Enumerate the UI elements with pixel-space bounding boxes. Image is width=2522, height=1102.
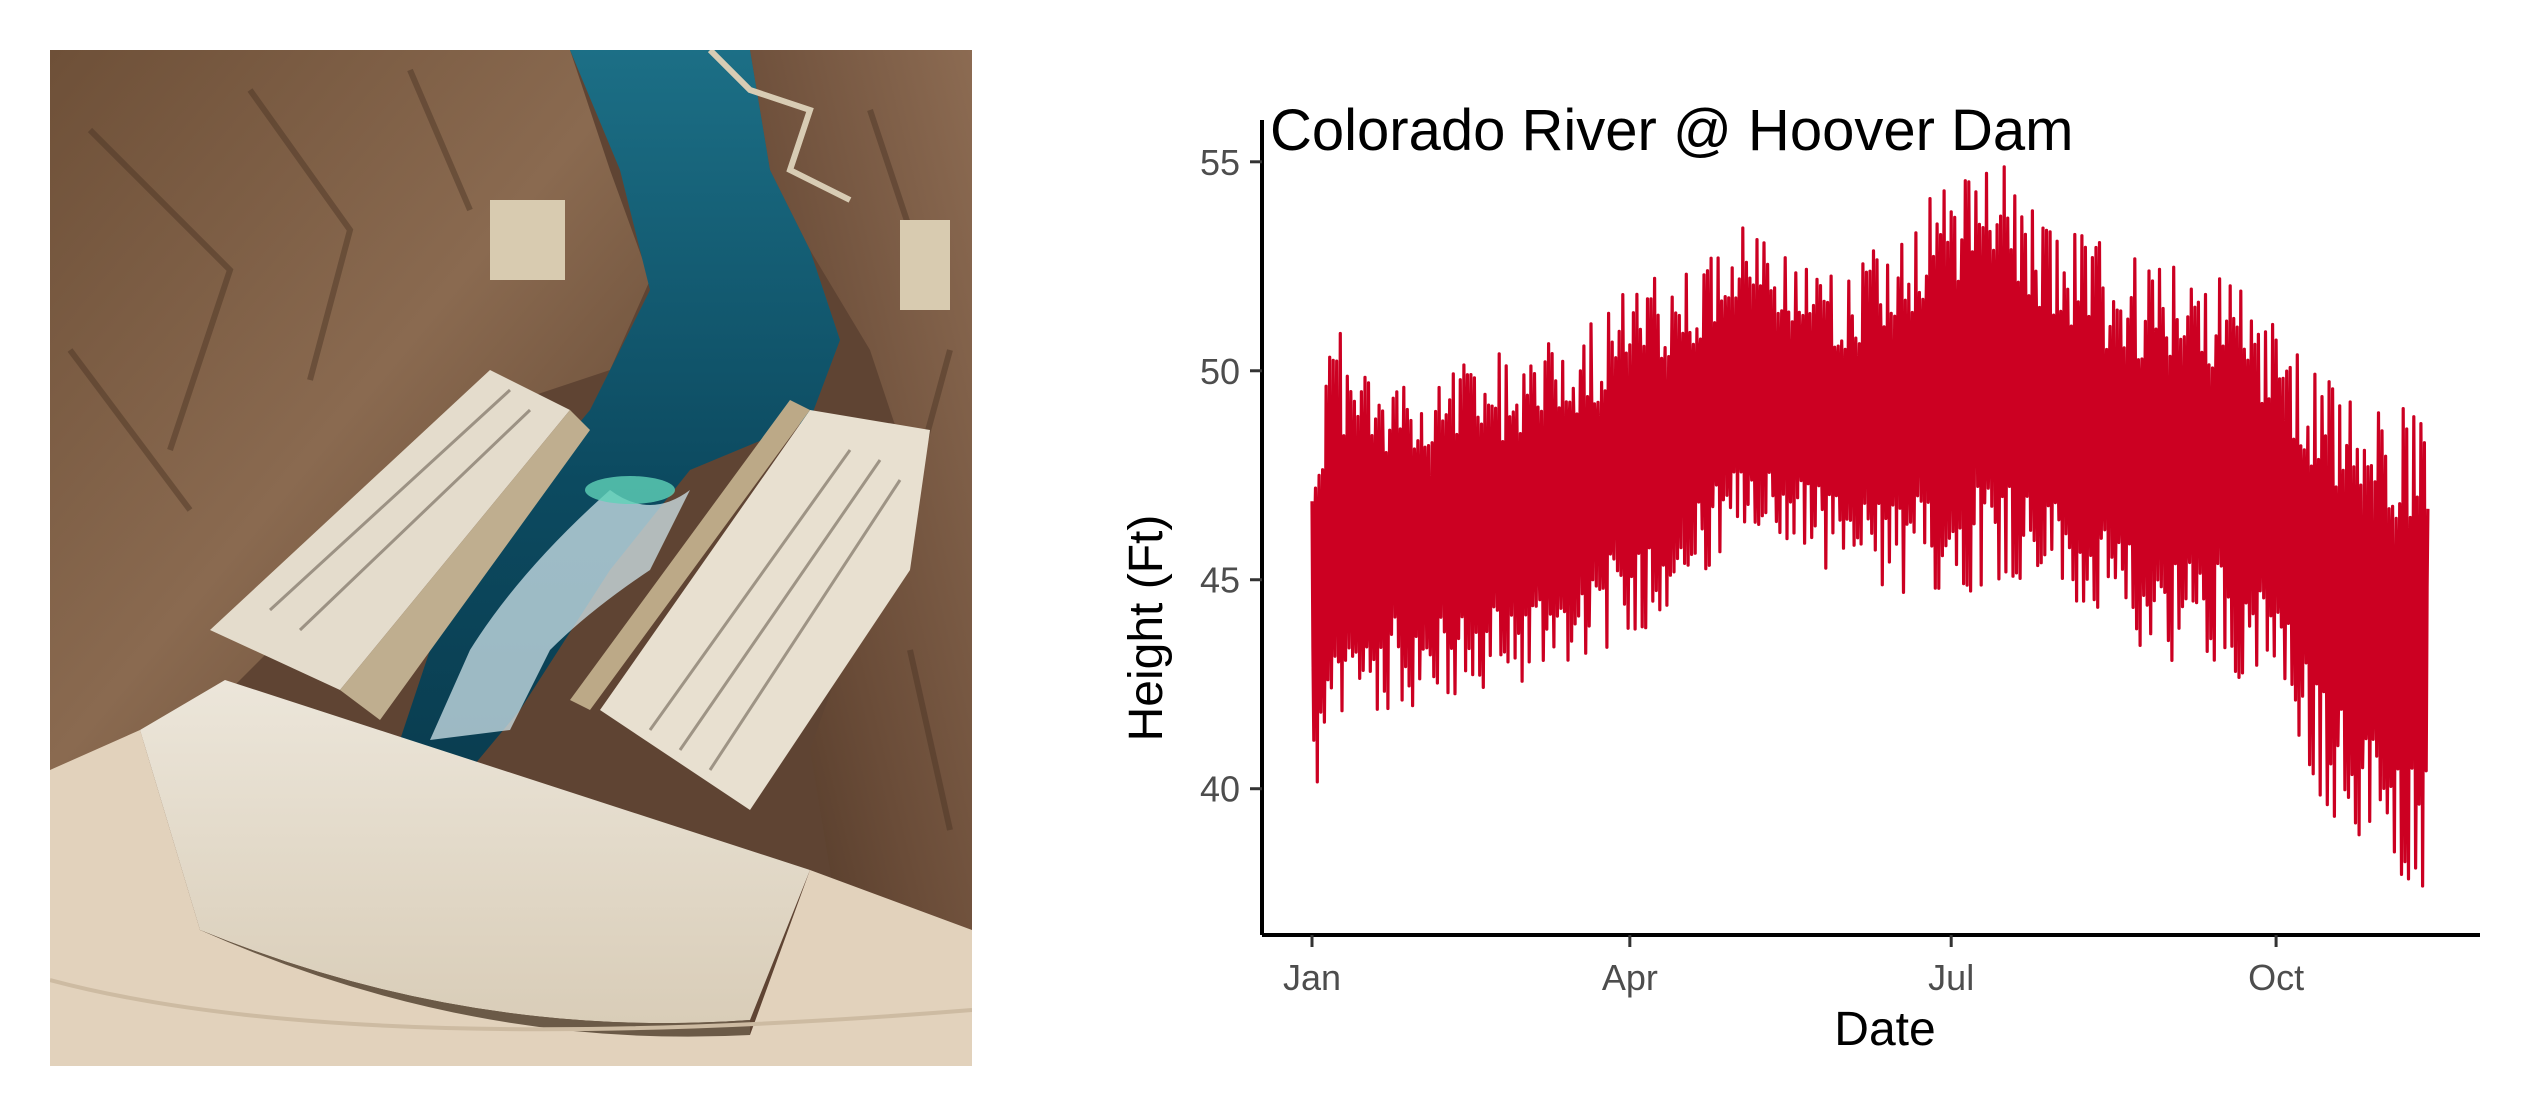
x-tick-label: Jan (1283, 957, 1341, 998)
y-axis-label: Height (Ft) (1120, 515, 1173, 742)
dam-face (50, 730, 972, 1066)
right-outlet-tower (900, 220, 950, 310)
dam-photo (50, 50, 972, 1066)
transformer-yards (268, 388, 902, 771)
far-road (707, 50, 852, 203)
river (390, 50, 840, 770)
x-tick-label: Apr (1602, 957, 1658, 998)
y-tick-label: 55 (1200, 142, 1240, 183)
whitewater (430, 490, 690, 740)
x-axis-label: Date (1834, 1003, 1935, 1056)
plot-area: 40 45 50 55 Jan Apr Jul Oct (1200, 120, 2480, 998)
right-powerhouse (600, 410, 930, 810)
dam-photo-drawing (50, 50, 972, 1066)
outflow-pool (585, 476, 675, 504)
y-tick-label: 45 (1200, 560, 1240, 601)
chart-svg: Colorado River @ Hoover Dam Height (Ft) … (1120, 98, 2480, 1056)
x-tick-label: Oct (2248, 957, 2304, 998)
left-powerhouse (210, 370, 570, 690)
right-powerhouse-side (570, 400, 810, 710)
dam-deck (140, 680, 810, 1024)
dam-face-line (50, 978, 972, 1032)
left-powerhouse-side (340, 410, 590, 720)
y-tick-label: 40 (1200, 769, 1240, 810)
river-height-line (1310, 165, 2430, 888)
left-outlet-tower (490, 200, 565, 280)
x-tick-label: Jul (1928, 957, 1974, 998)
chart-title: Colorado River @ Hoover Dam (1270, 98, 2073, 163)
river-height-chart: Colorado River @ Hoover Dam Height (Ft) … (1090, 60, 2510, 1070)
y-tick-label: 50 (1200, 351, 1240, 392)
